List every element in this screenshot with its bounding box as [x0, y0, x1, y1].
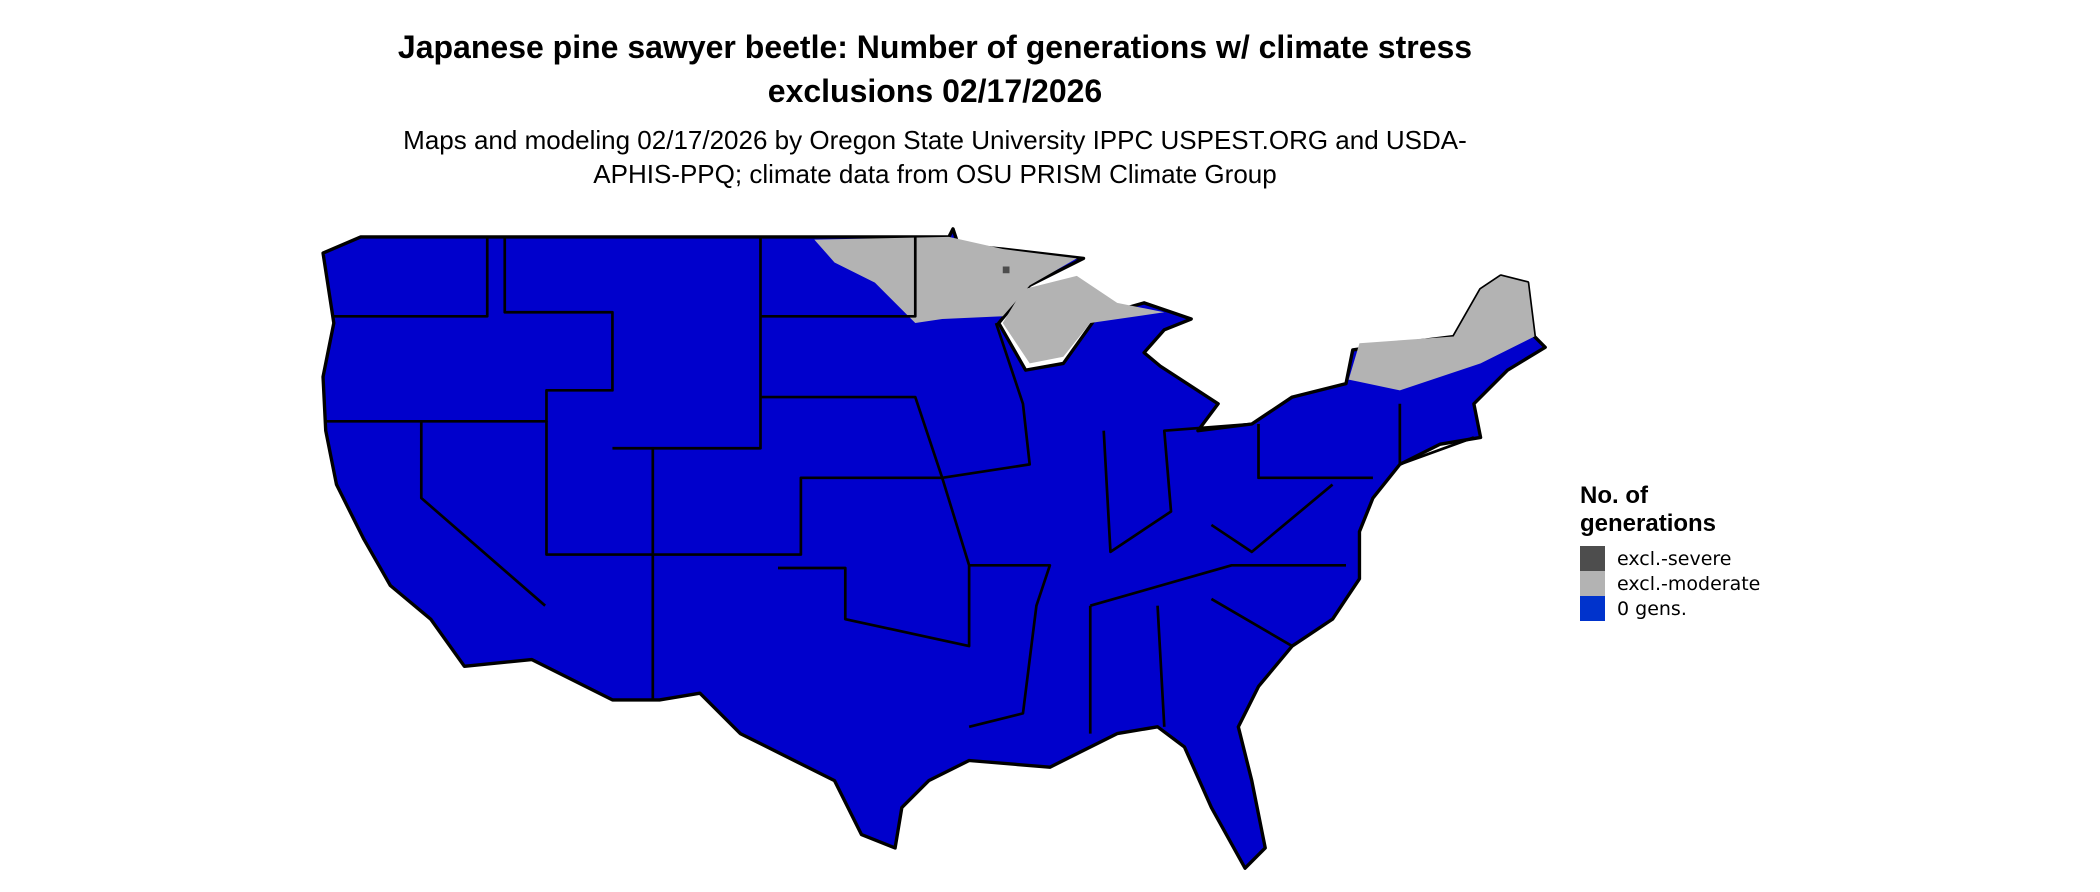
- map-title: Japanese pine sawyer beetle: Number of g…: [397, 29, 1473, 109]
- legend-title: No. of generations: [1580, 482, 1717, 537]
- legend-item-excl-severe: excl.-severe: [1580, 546, 1780, 571]
- state-borders: [325, 236, 1475, 734]
- legend: No. of generations excl.-severe excl.-mo…: [1580, 482, 1780, 621]
- legend-label: excl.-moderate: [1617, 572, 1761, 595]
- conus-fill: [321, 227, 1547, 870]
- excl-moderate-region-north: [814, 236, 1077, 324]
- legend-swatch: [1580, 596, 1605, 621]
- legend-item-0-gens: 0 gens.: [1580, 596, 1780, 621]
- legend-label: 0 gens.: [1617, 597, 1687, 620]
- legend-swatch: [1580, 546, 1605, 571]
- legend-item-excl-moderate: excl.-moderate: [1580, 571, 1780, 596]
- legend-swatch: [1580, 571, 1605, 596]
- excl-moderate-region-wisconsin: [1002, 275, 1165, 364]
- excl-moderate-region-new-england: [1348, 275, 1535, 391]
- legend-label: excl.-severe: [1617, 547, 1732, 570]
- excl-severe-spot: [1002, 266, 1010, 274]
- map-subtitle: Maps and modeling 02/17/2026 by Oregon S…: [403, 125, 1467, 189]
